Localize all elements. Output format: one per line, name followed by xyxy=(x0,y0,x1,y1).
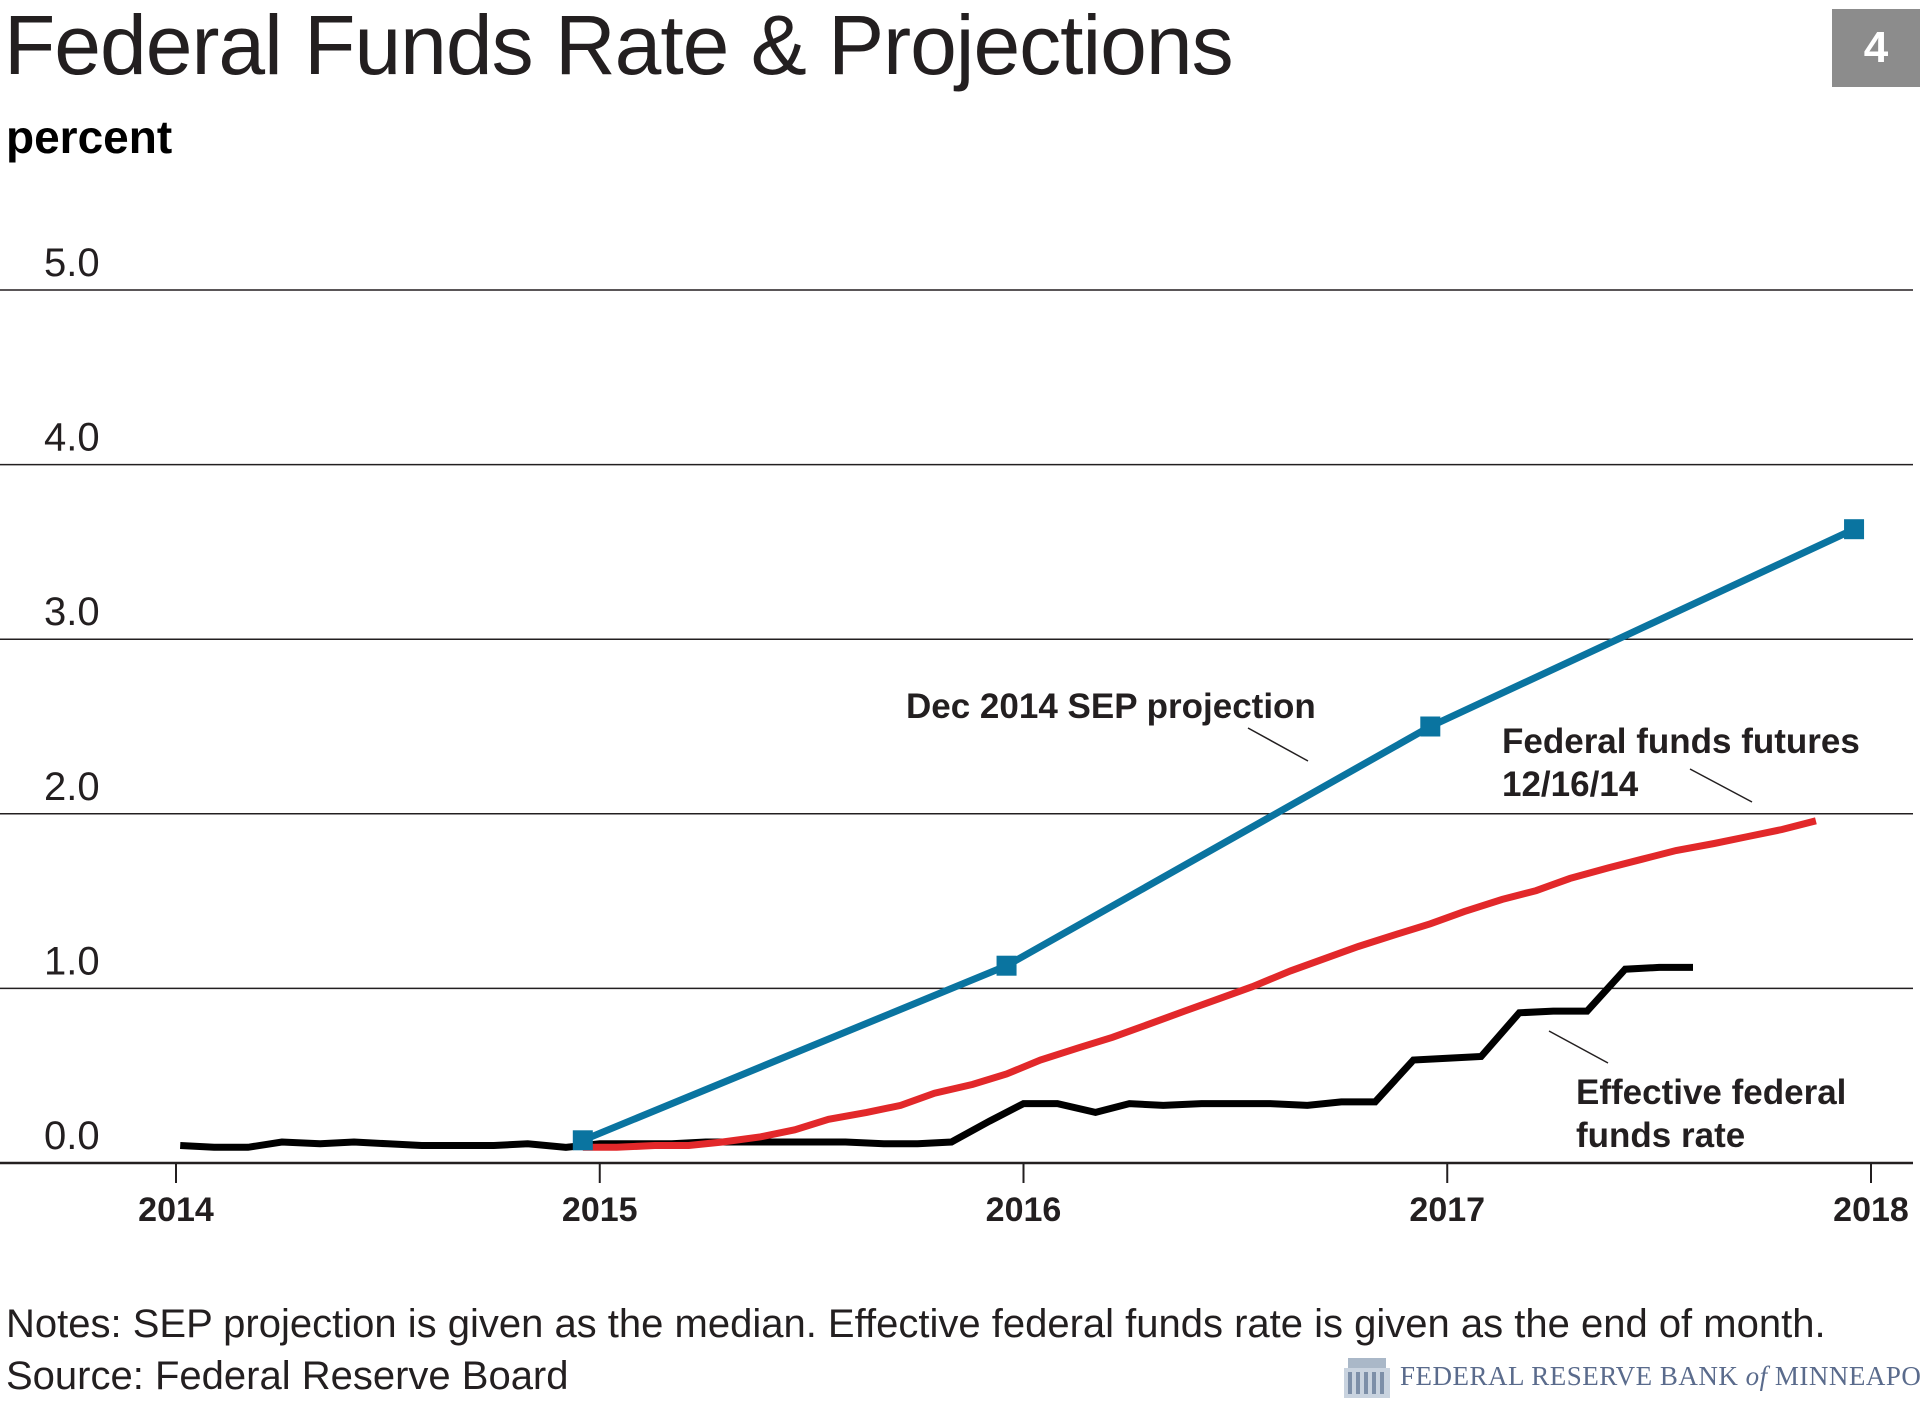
x-tick-label: 2015 xyxy=(562,1191,638,1229)
annotation-leader xyxy=(1247,727,1309,762)
x-tick-label: 2016 xyxy=(986,1191,1062,1229)
logo-text-of: of xyxy=(1745,1360,1768,1391)
y-tick-label: 4.0 xyxy=(44,416,100,460)
logo-text-a: FEDERAL RESERVE BANK xyxy=(1400,1360,1739,1391)
y-tick-label: 0.0 xyxy=(44,1114,100,1158)
annotation-label: Effective federal xyxy=(1576,1073,1846,1112)
y-tick-label: 5.0 xyxy=(44,241,100,285)
x-tick-label: 2014 xyxy=(138,1191,214,1229)
y-axis-unit-label: percent xyxy=(6,111,173,163)
x-tick-label: 2018 xyxy=(1833,1191,1909,1229)
series-marker xyxy=(1844,519,1865,540)
y-tick-label: 1.0 xyxy=(44,939,100,983)
series-marker xyxy=(996,955,1017,976)
y-tick-label: 3.0 xyxy=(44,590,100,634)
annotation-label: 12/16/14 xyxy=(1502,765,1639,804)
annotation-leader xyxy=(1548,1030,1609,1064)
series-line xyxy=(180,963,1693,1151)
series-layer xyxy=(180,519,1865,1151)
axis-layer: 0.0 1.0 2.0 3.0 4.0 5.0 2014 2015 2016 2017 2018 xyxy=(0,241,1913,1229)
source-line: Source: Federal Reserve Board xyxy=(6,1354,569,1398)
chart-notes: Notes: SEP projection is given as the me… xyxy=(6,1298,1826,1402)
series-line xyxy=(582,817,1817,1151)
page-number-badge: 4 xyxy=(1832,9,1920,87)
annotation-label: Dec 2014 SEP projection xyxy=(906,687,1316,726)
series-line xyxy=(581,526,1856,1144)
y-tick-label: 2.0 xyxy=(44,765,100,809)
chart-title: Federal Funds Rate & Projections xyxy=(4,0,1234,92)
series-marker xyxy=(572,1130,593,1151)
annotation-layer: Dec 2014 SEP projection Federal funds fut… xyxy=(906,687,1860,1155)
series-marker xyxy=(1420,716,1441,737)
annotation-label: Federal funds futures xyxy=(1502,722,1860,761)
annotation-leader xyxy=(1689,768,1753,803)
logo-text: FEDERAL RESERVE BANK of MINNEAPOLIS xyxy=(1400,1361,1920,1392)
annotation-label: funds rate xyxy=(1576,1116,1745,1155)
fed-minneapolis-logo: FEDERAL RESERVE BANK of MINNEAPOLIS xyxy=(1342,1354,1920,1398)
x-tick-label: 2017 xyxy=(1409,1191,1485,1229)
logo-text-b: MINNEAPOLIS xyxy=(1774,1360,1920,1391)
notes-line: Notes: SEP projection is given as the me… xyxy=(6,1302,1826,1346)
building-icon xyxy=(1344,1358,1390,1398)
